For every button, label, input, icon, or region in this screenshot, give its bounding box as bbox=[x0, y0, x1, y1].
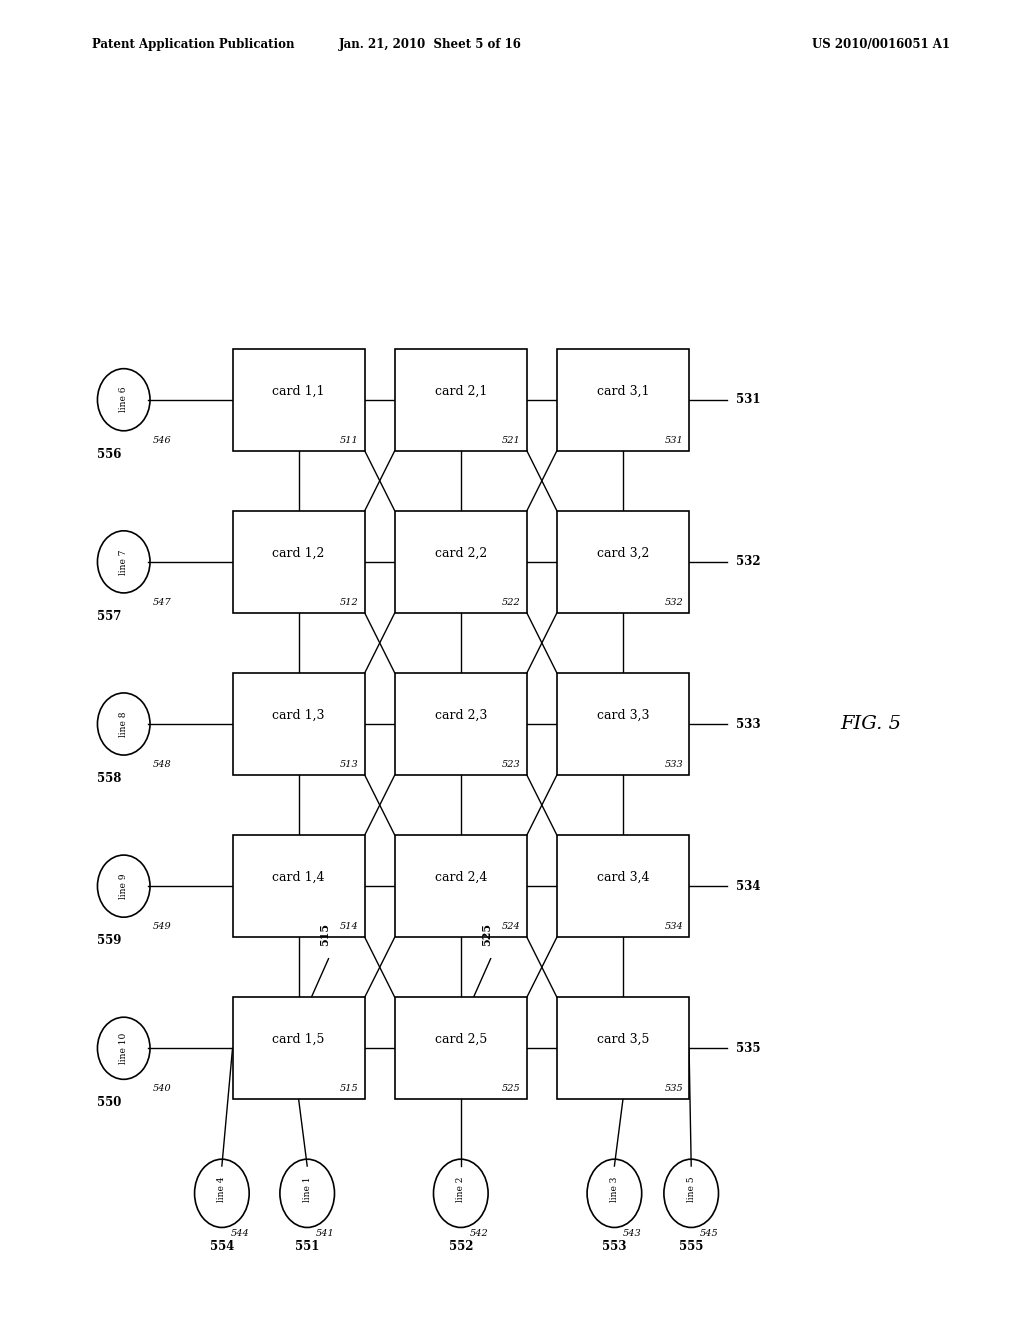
Text: 555: 555 bbox=[679, 1239, 703, 1253]
Text: line 5: line 5 bbox=[687, 1176, 695, 1203]
Text: 544: 544 bbox=[230, 1229, 249, 1238]
Text: 513: 513 bbox=[340, 760, 358, 770]
FancyBboxPatch shape bbox=[394, 348, 527, 451]
Text: line 1: line 1 bbox=[303, 1176, 311, 1201]
Text: 558: 558 bbox=[97, 772, 122, 785]
Text: line 10: line 10 bbox=[119, 1032, 128, 1064]
FancyBboxPatch shape bbox=[557, 673, 689, 775]
Text: 532: 532 bbox=[665, 598, 683, 607]
Text: line 9: line 9 bbox=[119, 874, 128, 899]
Text: 514: 514 bbox=[340, 923, 358, 932]
Text: line 6: line 6 bbox=[119, 387, 128, 412]
FancyBboxPatch shape bbox=[232, 997, 365, 1100]
Text: card 1,3: card 1,3 bbox=[272, 709, 325, 722]
FancyBboxPatch shape bbox=[557, 511, 689, 612]
Text: card 1,2: card 1,2 bbox=[272, 546, 325, 560]
FancyBboxPatch shape bbox=[394, 511, 527, 612]
Text: card 3,3: card 3,3 bbox=[597, 709, 649, 722]
Text: 525: 525 bbox=[502, 1085, 521, 1093]
Text: 511: 511 bbox=[340, 436, 358, 445]
Text: card 1,4: card 1,4 bbox=[272, 871, 325, 884]
Text: card 2,3: card 2,3 bbox=[434, 709, 487, 722]
Text: 541: 541 bbox=[315, 1229, 335, 1238]
Text: 524: 524 bbox=[502, 923, 521, 932]
Text: card 2,1: card 2,1 bbox=[434, 384, 487, 397]
Text: Patent Application Publication: Patent Application Publication bbox=[92, 38, 295, 51]
Text: card 2,5: card 2,5 bbox=[434, 1034, 487, 1047]
Text: 535: 535 bbox=[736, 1041, 761, 1055]
Text: card 3,4: card 3,4 bbox=[597, 871, 649, 884]
Text: 559: 559 bbox=[97, 935, 122, 946]
Text: 523: 523 bbox=[502, 760, 521, 770]
Text: card 3,2: card 3,2 bbox=[597, 546, 649, 560]
Text: card 1,1: card 1,1 bbox=[272, 384, 325, 397]
Text: 545: 545 bbox=[699, 1229, 719, 1238]
Text: 521: 521 bbox=[502, 436, 521, 445]
Text: 525: 525 bbox=[481, 923, 492, 946]
Text: 515: 515 bbox=[340, 1085, 358, 1093]
FancyBboxPatch shape bbox=[232, 673, 365, 775]
Text: line 7: line 7 bbox=[119, 549, 128, 574]
Text: FIG. 5: FIG. 5 bbox=[840, 715, 901, 733]
Text: line 3: line 3 bbox=[610, 1176, 618, 1201]
Text: 550: 550 bbox=[97, 1096, 122, 1109]
Text: 522: 522 bbox=[502, 598, 521, 607]
Text: Jan. 21, 2010  Sheet 5 of 16: Jan. 21, 2010 Sheet 5 of 16 bbox=[339, 38, 521, 51]
Text: 551: 551 bbox=[295, 1239, 319, 1253]
FancyBboxPatch shape bbox=[232, 836, 365, 937]
Text: 554: 554 bbox=[210, 1239, 234, 1253]
FancyBboxPatch shape bbox=[557, 836, 689, 937]
Text: 553: 553 bbox=[602, 1239, 627, 1253]
FancyBboxPatch shape bbox=[394, 997, 527, 1100]
Text: 557: 557 bbox=[97, 610, 122, 623]
Text: 533: 533 bbox=[665, 760, 683, 770]
Text: 540: 540 bbox=[153, 1084, 171, 1093]
Text: 531: 531 bbox=[665, 436, 683, 445]
Text: card 3,1: card 3,1 bbox=[597, 384, 649, 397]
Text: 515: 515 bbox=[318, 923, 330, 946]
Text: card 2,2: card 2,2 bbox=[434, 546, 487, 560]
FancyBboxPatch shape bbox=[394, 836, 527, 937]
Text: 552: 552 bbox=[449, 1239, 473, 1253]
Text: 512: 512 bbox=[340, 598, 358, 607]
Text: 533: 533 bbox=[736, 718, 761, 730]
Text: card 1,5: card 1,5 bbox=[272, 1034, 325, 1047]
Text: 547: 547 bbox=[153, 598, 171, 607]
Text: 534: 534 bbox=[665, 923, 683, 932]
Text: US 2010/0016051 A1: US 2010/0016051 A1 bbox=[812, 38, 949, 51]
Text: 548: 548 bbox=[153, 760, 171, 768]
Text: 543: 543 bbox=[623, 1229, 642, 1238]
FancyBboxPatch shape bbox=[557, 997, 689, 1100]
Text: line 2: line 2 bbox=[457, 1176, 465, 1201]
Text: 535: 535 bbox=[665, 1085, 683, 1093]
Text: 534: 534 bbox=[736, 879, 761, 892]
Text: card 2,4: card 2,4 bbox=[434, 871, 487, 884]
Text: 542: 542 bbox=[469, 1229, 488, 1238]
Text: 532: 532 bbox=[736, 556, 761, 569]
Text: 546: 546 bbox=[153, 436, 171, 445]
Text: 549: 549 bbox=[153, 921, 171, 931]
FancyBboxPatch shape bbox=[394, 673, 527, 775]
Text: line 4: line 4 bbox=[217, 1176, 226, 1201]
Text: line 8: line 8 bbox=[119, 711, 128, 737]
Text: 531: 531 bbox=[736, 393, 761, 407]
Text: card 3,5: card 3,5 bbox=[597, 1034, 649, 1047]
FancyBboxPatch shape bbox=[232, 348, 365, 451]
FancyBboxPatch shape bbox=[557, 348, 689, 451]
FancyBboxPatch shape bbox=[232, 511, 365, 612]
Text: 556: 556 bbox=[97, 447, 122, 461]
